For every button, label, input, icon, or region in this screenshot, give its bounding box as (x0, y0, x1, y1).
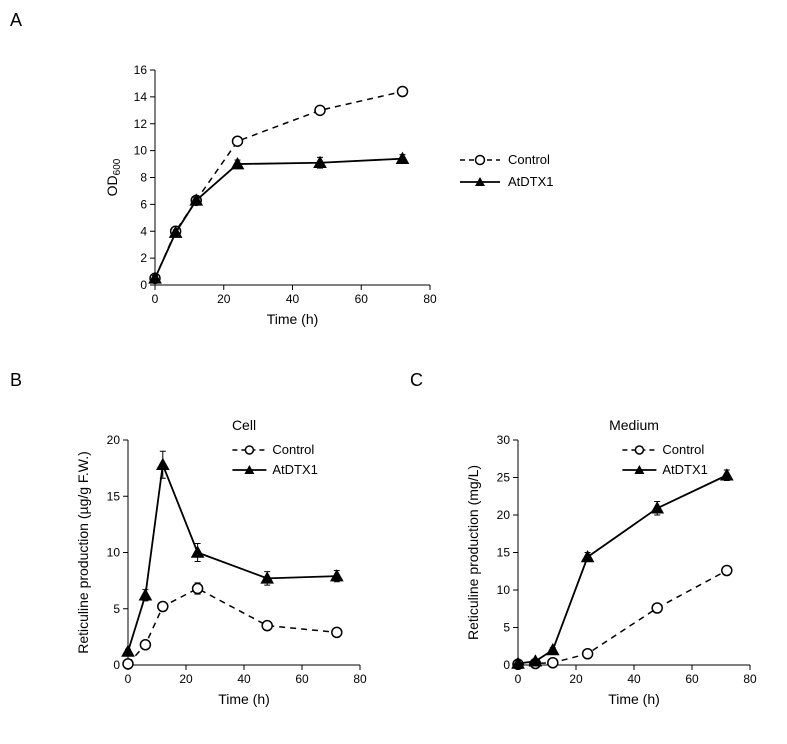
svg-text:0: 0 (515, 672, 522, 686)
svg-text:10: 10 (497, 583, 511, 597)
svg-text:8: 8 (140, 171, 147, 185)
svg-text:20: 20 (497, 508, 511, 522)
chart-a: 0 20 40 60 80 0 2 4 6 8 10 12 14 16 Time (h) OD600 (100, 50, 440, 330)
svg-text:5: 5 (113, 602, 120, 616)
panel-a-label: A (10, 10, 22, 31)
panel-b-label: B (10, 370, 22, 391)
svg-text:Time (h): Time (h) (267, 311, 319, 327)
svg-text:Control: Control (508, 152, 550, 167)
svg-text:80: 80 (423, 292, 437, 306)
svg-text:Control: Control (662, 442, 704, 457)
svg-text:25: 25 (497, 471, 511, 485)
svg-text:Medium: Medium (609, 417, 659, 433)
svg-text:60: 60 (685, 672, 699, 686)
svg-text:10: 10 (107, 546, 121, 560)
svg-text:12: 12 (134, 117, 148, 131)
svg-text:60: 60 (295, 672, 309, 686)
svg-text:Reticuline production (mg/L): Reticuline production (mg/L) (465, 465, 481, 640)
svg-text:0: 0 (152, 292, 159, 306)
chart-c: Medium 0 20 40 60 80 0 5 10 15 20 25 30 Time (h) Retic… (460, 410, 760, 710)
svg-text:0: 0 (503, 658, 510, 672)
svg-text:Reticuline production (µg/g F.: Reticuline production (µg/g F.W.) (75, 451, 91, 654)
svg-text:6: 6 (140, 197, 147, 211)
svg-text:14: 14 (134, 90, 148, 104)
svg-text:15: 15 (107, 489, 121, 503)
svg-text:4: 4 (140, 224, 147, 238)
svg-text:Time (h): Time (h) (608, 691, 660, 707)
svg-text:Control: Control (272, 442, 314, 457)
svg-text:Cell: Cell (232, 417, 256, 433)
svg-text:10: 10 (134, 144, 148, 158)
svg-text:40: 40 (237, 672, 251, 686)
svg-text:60: 60 (355, 292, 369, 306)
svg-text:30: 30 (497, 433, 511, 447)
svg-text:2: 2 (140, 251, 147, 265)
svg-text:AtDTX1: AtDTX1 (272, 462, 318, 477)
svg-text:20: 20 (179, 672, 193, 686)
svg-text:16: 16 (134, 63, 148, 77)
svg-text:20: 20 (107, 433, 121, 447)
svg-text:OD600: OD600 (104, 158, 123, 196)
chart-b: Cell 0 20 40 60 80 0 5 10 15 20 Time (h) Reticuline … (70, 410, 370, 710)
svg-text:20: 20 (569, 672, 583, 686)
legend-item-atdtx1: AtDTX1 (460, 174, 554, 189)
svg-text:40: 40 (627, 672, 641, 686)
svg-text:AtDTX1: AtDTX1 (508, 174, 554, 189)
svg-text:0: 0 (113, 658, 120, 672)
svg-text:15: 15 (497, 546, 511, 560)
svg-text:0: 0 (125, 672, 132, 686)
svg-text:Time (h): Time (h) (218, 691, 270, 707)
svg-text:0: 0 (140, 278, 147, 292)
svg-text:5: 5 (503, 621, 510, 635)
svg-text:40: 40 (286, 292, 300, 306)
panel-c-label: C (410, 370, 423, 391)
svg-text:AtDTX1: AtDTX1 (662, 462, 708, 477)
svg-text:80: 80 (743, 672, 757, 686)
svg-text:20: 20 (217, 292, 231, 306)
legend-item-control: Control (460, 152, 550, 167)
chart-a-legend: Control AtDTX1 (460, 150, 600, 205)
svg-text:80: 80 (353, 672, 367, 686)
